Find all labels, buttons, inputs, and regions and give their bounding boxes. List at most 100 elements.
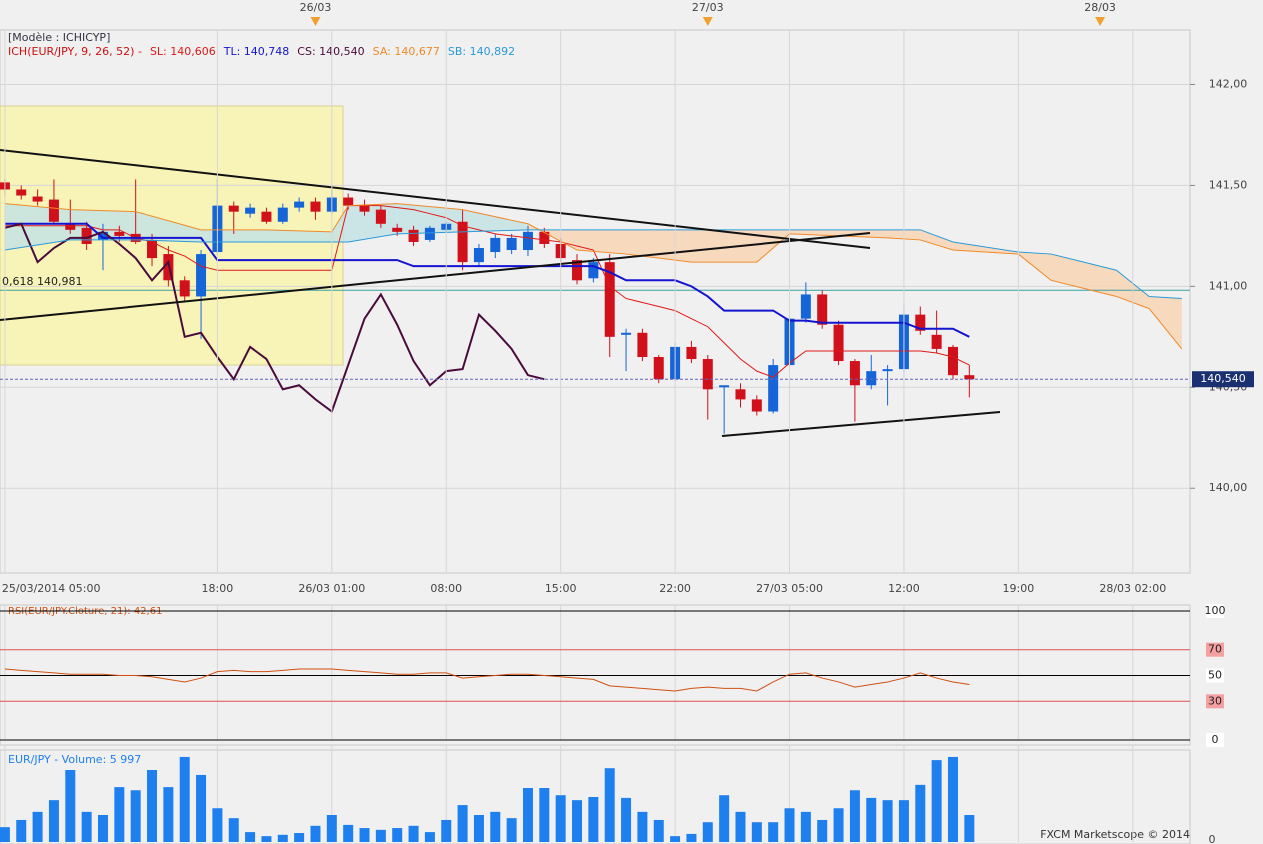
indicator-line — [4, 203, 1183, 350]
x-tick-label: 28/03 02:00 — [1099, 582, 1166, 595]
volume-bar — [653, 819, 664, 842]
legend-entry: SL: 140,606 — [150, 45, 216, 58]
volume-bar — [882, 800, 893, 842]
candle-body — [964, 375, 975, 380]
candle-body — [97, 231, 108, 240]
candle-body — [572, 260, 583, 281]
y-tick-label: 141,50 — [1209, 178, 1248, 191]
candle-body — [228, 205, 239, 212]
candle-body — [621, 332, 632, 335]
volume-bar — [310, 825, 321, 842]
candle-body — [800, 294, 811, 319]
volume-bar — [555, 795, 566, 842]
volume-bar — [65, 770, 76, 842]
candle-body — [653, 357, 664, 380]
candle-body — [751, 399, 762, 412]
volume-bar — [343, 824, 354, 842]
cloud-fill — [331, 205, 349, 242]
volume-bar — [359, 828, 370, 842]
candle-body — [408, 229, 419, 242]
rsi-line — [4, 668, 970, 692]
indicator-line — [4, 222, 970, 338]
volume-bar — [326, 815, 337, 842]
legend-entry: TL: 140,748 — [223, 45, 290, 58]
day-marker — [702, 17, 713, 26]
candle-body — [637, 332, 648, 358]
legend: ICH(EUR/JPY, 9, 26, 52) - SL: 140,606 TL: … — [8, 45, 515, 58]
candle-body — [196, 254, 207, 297]
volume-bar — [735, 811, 746, 842]
volume-bar — [277, 834, 288, 842]
volume-bar — [572, 800, 583, 842]
volume-bar — [539, 788, 550, 842]
volume-bar — [833, 808, 844, 842]
rsi-tick-box — [1206, 668, 1224, 683]
x-tick-label: 27/03 05:00 — [756, 582, 823, 595]
volume-bar — [163, 787, 174, 842]
candle-body — [32, 196, 43, 202]
x-tick-label: 12:00 — [888, 582, 920, 595]
indicator-line — [4, 222, 545, 414]
legend-entry: SB: 140,892 — [448, 45, 515, 58]
volume-bar — [768, 822, 779, 842]
cloud-fill — [1149, 296, 1182, 349]
candle-body — [81, 227, 92, 244]
candle-body — [817, 294, 828, 325]
volume-bar — [506, 818, 517, 842]
volume-bar — [212, 808, 223, 842]
cloud-fill — [691, 229, 757, 263]
volume-bar — [670, 836, 681, 842]
volume-bar — [97, 815, 108, 842]
trend-line — [0, 232, 871, 321]
candle-body — [490, 237, 501, 253]
candle-body — [768, 365, 779, 412]
last-price-box — [1192, 371, 1254, 388]
volume-bar — [392, 828, 403, 842]
candle-body — [947, 346, 958, 376]
candle-body — [277, 207, 288, 222]
last-price-label: 140,540 — [1200, 372, 1246, 385]
volume-bar — [784, 808, 795, 842]
volume-bar — [261, 836, 272, 842]
volume-bar — [947, 756, 958, 842]
volume-bar — [228, 818, 239, 842]
cloud-fill — [1083, 262, 1117, 297]
candle-body — [719, 385, 730, 388]
model-title: [Modèle : ICHICYP] — [8, 31, 110, 44]
volume-bar — [751, 822, 762, 842]
volume-bar — [915, 784, 926, 842]
volume-title: EUR/JPY - Volume: 5 997 — [8, 753, 141, 766]
volume-bar — [931, 760, 942, 842]
candle-body — [686, 346, 697, 360]
legend-entry: SA: 140,677 — [373, 45, 440, 58]
x-tick-label: 19:00 — [1003, 582, 1035, 595]
volume-bar — [621, 797, 632, 842]
volume-bar — [898, 800, 909, 842]
y-tick-label: 0 — [1209, 833, 1216, 844]
y-tick-label: 140,00 — [1209, 481, 1248, 494]
volume-bar — [441, 819, 452, 842]
candle-body — [424, 227, 435, 240]
candle-body — [163, 254, 174, 281]
x-tick-label: 26/03 01:00 — [298, 582, 365, 595]
rsi-tick-box — [1206, 694, 1224, 709]
candle-body — [833, 324, 844, 362]
candle-body — [506, 237, 517, 251]
cloud-fill — [577, 229, 627, 255]
rsi-tick-box — [1206, 733, 1224, 747]
drawing-layer — [0, 149, 1190, 437]
candle-body — [882, 369, 893, 372]
legend-title: ICH(EUR/JPY, 9, 26, 52) - — [8, 45, 142, 58]
x-tick-label: 15:00 — [545, 582, 577, 595]
cloud-fill — [266, 229, 332, 242]
rsi-tick-box — [1206, 604, 1224, 618]
candle-body — [375, 209, 386, 224]
x-tick-label: 22:00 — [659, 582, 691, 595]
y-tick-label: 70 — [1208, 643, 1222, 656]
volume-bar — [196, 774, 207, 842]
volume-bar — [179, 756, 190, 842]
candle-body — [457, 221, 468, 263]
volume-bar — [130, 790, 141, 842]
volume-bar — [294, 833, 305, 842]
